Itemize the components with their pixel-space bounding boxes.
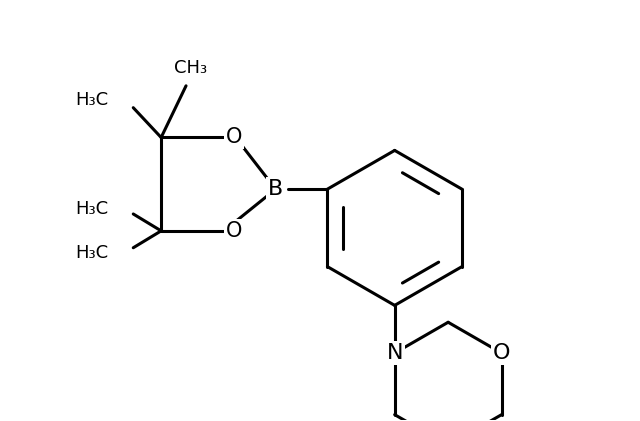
Text: H₃C: H₃C xyxy=(75,91,108,109)
Text: O: O xyxy=(226,221,242,241)
Text: N: N xyxy=(387,343,403,363)
Text: O: O xyxy=(493,343,510,363)
Text: B: B xyxy=(268,179,284,199)
Text: CH₃: CH₃ xyxy=(175,59,207,77)
Text: O: O xyxy=(226,128,242,147)
Text: H₃C: H₃C xyxy=(75,244,108,262)
Text: H₃C: H₃C xyxy=(75,200,108,218)
